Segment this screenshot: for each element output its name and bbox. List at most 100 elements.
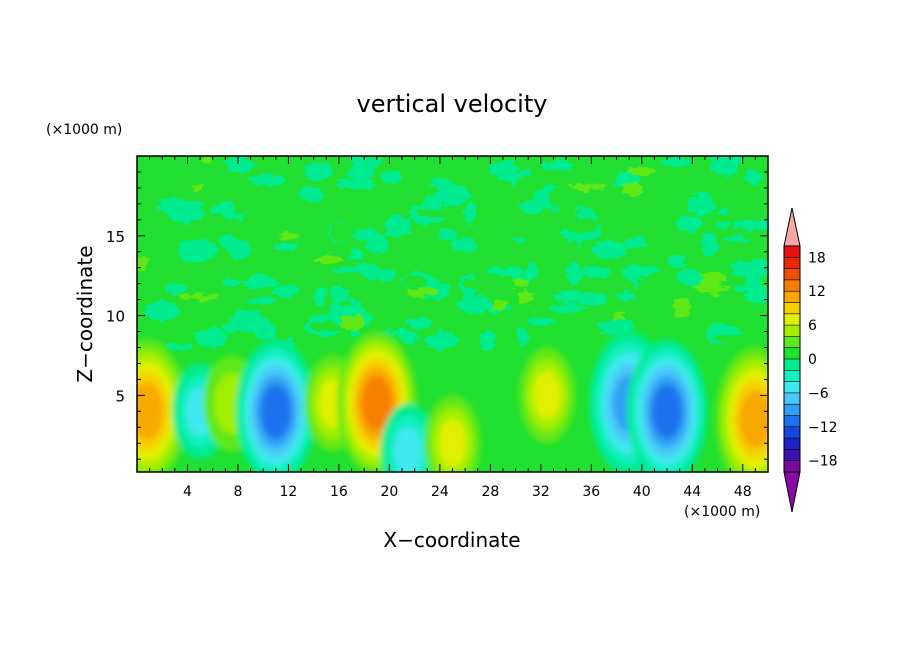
texture-blob (686, 194, 716, 216)
texture-blob (464, 203, 477, 225)
texture-blob (492, 300, 509, 311)
texture-blob (581, 265, 611, 279)
texture-blob (226, 156, 255, 173)
x-tick-label: 44 (683, 484, 701, 500)
colorbar-band (784, 381, 800, 394)
texture-blob (221, 278, 241, 288)
colorbar-tick-label: 6 (808, 318, 817, 334)
y-tick-label: 10 (106, 308, 125, 326)
texture-blob (513, 278, 530, 289)
texture-blob (464, 327, 481, 346)
x-tick-label: 40 (633, 484, 651, 500)
texture-blob (173, 162, 215, 170)
y-tick-label: 15 (106, 228, 125, 246)
colorbar-band (784, 359, 800, 371)
velocity-cell (137, 339, 188, 472)
texture-blob (303, 162, 333, 181)
texture-blob (196, 269, 209, 276)
texture-blob (347, 194, 358, 217)
texture-blob (415, 209, 452, 218)
texture-blob (348, 164, 374, 181)
texture-blob (566, 262, 583, 284)
texture-blob (350, 156, 369, 169)
texture-blob (699, 306, 739, 318)
texture-blob (247, 296, 275, 305)
colorbar-band (784, 336, 800, 348)
texture-blob (635, 252, 654, 267)
chart-title: vertical velocity (357, 90, 548, 118)
texture-blob (457, 295, 493, 314)
texture-blob (161, 343, 194, 350)
colorbar-band (784, 268, 800, 281)
velocity-cell (380, 403, 437, 472)
texture-blob (621, 181, 644, 196)
texture-blob (567, 183, 607, 191)
texture-blob (719, 279, 745, 288)
colorbar-band (784, 302, 800, 315)
texture-blob (335, 305, 365, 317)
texture-blob (297, 200, 327, 207)
texture-blob (137, 189, 161, 210)
colorbar-band (784, 370, 800, 382)
x-tick-label: 28 (481, 484, 499, 500)
texture-blob (265, 223, 287, 231)
texture-blob (384, 251, 413, 274)
texture-blob (514, 176, 544, 189)
contour-band (652, 384, 682, 439)
texture-blob (501, 243, 541, 253)
colorbar-band (784, 257, 800, 269)
texture-blob (615, 292, 638, 301)
velocity-cell (519, 347, 576, 444)
texture-blob (328, 223, 355, 241)
texture-blob (407, 316, 433, 330)
texture-blob (540, 160, 576, 170)
texture-blob (275, 242, 299, 252)
colorbar-band (784, 325, 800, 337)
texture-blob (628, 166, 656, 176)
texture-blob (424, 312, 449, 322)
texture-blob (195, 328, 228, 348)
colorbar-tick-label: 18 (808, 250, 826, 266)
colorbar-band (784, 392, 800, 405)
colorbar-band (784, 438, 800, 450)
colorbar-tick-label: −12 (808, 420, 838, 436)
texture-blob (562, 241, 581, 264)
velocity-cell (627, 339, 707, 472)
colorbar-tick-label: 12 (808, 284, 826, 300)
texture-blob (275, 292, 288, 313)
texture-blob (361, 261, 380, 280)
texture-blob (591, 240, 627, 259)
texture-blob (625, 237, 647, 250)
x-tick-label: 32 (532, 484, 550, 500)
texture-blob (428, 179, 453, 188)
texture-blob (577, 292, 608, 306)
x-tick-label: 20 (380, 484, 398, 500)
texture-blob (480, 330, 497, 352)
texture-blob (177, 239, 217, 262)
texture-blob (158, 166, 181, 175)
texture-blob (673, 296, 692, 319)
texture-blob (335, 179, 376, 190)
colorbar: −18 −12 −6 0 6 12 18 (783, 207, 838, 513)
texture-blob (668, 256, 685, 269)
texture-blob (517, 327, 528, 347)
texture-blob (381, 156, 419, 168)
colorbar-band (784, 404, 800, 416)
contour-band (394, 427, 423, 472)
texture-blob (608, 194, 639, 216)
colorbar-under-arrow (783, 471, 801, 513)
colorbar-band (784, 313, 800, 326)
texture-blob (381, 169, 403, 184)
texture-blob (152, 198, 192, 212)
y-axis: 5 10 15 (106, 171, 768, 460)
x-tick-label: 24 (431, 484, 449, 500)
contour-band (438, 419, 467, 468)
x-axis-title: X−coordinate (383, 528, 520, 552)
texture-blob (178, 294, 219, 301)
x-tick-label: 16 (330, 484, 348, 500)
x-tick-label: 12 (280, 484, 298, 500)
texture-blob (548, 304, 587, 312)
texture-blob (637, 275, 661, 295)
texture-blob (151, 270, 173, 278)
